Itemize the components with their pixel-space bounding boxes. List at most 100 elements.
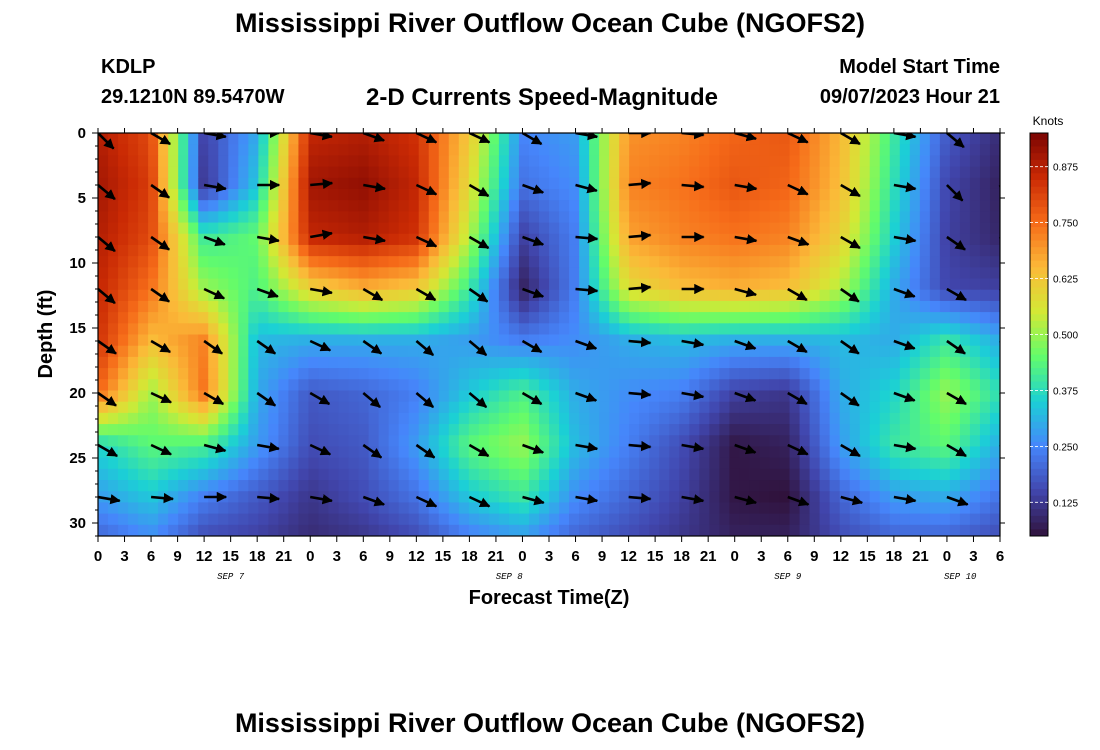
heatmap-cell xyxy=(438,166,450,179)
colorbar-segment xyxy=(1030,401,1048,409)
heatmap-cell xyxy=(168,133,179,145)
heatmap-cell xyxy=(609,312,620,324)
heatmap-cell xyxy=(308,401,320,414)
x-tick-label: 21 xyxy=(275,548,292,565)
heatmap-cell xyxy=(829,502,841,515)
heatmap-cell xyxy=(989,222,1000,235)
heatmap-cell xyxy=(368,334,380,347)
heatmap-cell xyxy=(759,188,771,201)
heatmap-cell xyxy=(468,166,480,179)
heatmap-cell xyxy=(929,289,941,302)
heatmap-cell xyxy=(98,222,109,235)
heatmap-cell xyxy=(488,267,500,280)
heatmap-cell xyxy=(599,267,610,280)
heatmap-cell xyxy=(659,334,670,347)
heatmap-cell xyxy=(468,267,480,280)
current-vector xyxy=(362,287,384,302)
heatmap-cell xyxy=(248,312,259,324)
heatmap-cell xyxy=(629,267,640,280)
heatmap-cell xyxy=(358,502,370,515)
heatmap-cell xyxy=(268,412,279,425)
heatmap-cell xyxy=(849,200,861,212)
heatmap-cell xyxy=(338,233,350,246)
heatmap-cell xyxy=(799,300,811,313)
colorbar-segment xyxy=(1030,368,1048,376)
heatmap-cell xyxy=(669,424,680,436)
heatmap-cell xyxy=(258,200,269,212)
heatmap-cell xyxy=(288,222,300,235)
heatmap-cell xyxy=(438,233,450,246)
heatmap-cell xyxy=(358,200,370,212)
heatmap-cell xyxy=(338,200,350,212)
heatmap-cell xyxy=(208,368,219,380)
heatmap-cell xyxy=(108,323,119,336)
heatmap-cell xyxy=(518,155,530,168)
heatmap-cell xyxy=(168,412,179,425)
heatmap-cell xyxy=(98,155,109,168)
heatmap-cell xyxy=(128,256,139,268)
heatmap-cell xyxy=(979,267,991,280)
heatmap-cell xyxy=(759,244,771,257)
heatmap-cell xyxy=(689,211,700,224)
heatmap-cell xyxy=(478,424,490,436)
heatmap-cell xyxy=(809,300,821,313)
heatmap-cell xyxy=(448,401,460,414)
heatmap-cell xyxy=(508,256,520,268)
heatmap-cell xyxy=(639,312,650,324)
heatmap-cell xyxy=(779,222,791,235)
heatmap-cell xyxy=(408,491,420,504)
heatmap-cell xyxy=(979,334,991,347)
heatmap-cell xyxy=(929,323,941,336)
heatmap-cell xyxy=(759,144,771,156)
heatmap-cell xyxy=(288,513,300,526)
heatmap-cell xyxy=(488,446,500,459)
heatmap-cell xyxy=(979,412,991,425)
heatmap-cell xyxy=(959,379,971,392)
heatmap-cell xyxy=(448,177,460,190)
heatmap-cell xyxy=(498,524,510,536)
heatmap-cell xyxy=(378,323,390,336)
heatmap-cell xyxy=(378,289,390,302)
heatmap-cell xyxy=(178,244,189,257)
heatmap-cell xyxy=(919,502,931,515)
heatmap-cell xyxy=(809,244,821,257)
heatmap-cell xyxy=(248,144,259,156)
heatmap-cell xyxy=(388,457,400,470)
current-vector xyxy=(522,183,545,195)
current-vector xyxy=(575,391,598,403)
heatmap-cell xyxy=(809,468,821,481)
heatmap-cell xyxy=(889,244,901,257)
heatmap-cell xyxy=(569,513,580,526)
current-vector xyxy=(628,336,652,348)
heatmap-cell xyxy=(579,166,590,179)
heatmap-cell xyxy=(188,457,199,470)
heatmap-cell xyxy=(408,468,420,481)
heatmap-cell xyxy=(899,267,911,280)
heatmap-cell xyxy=(368,368,380,380)
heatmap-cell xyxy=(388,412,400,425)
heatmap-cell xyxy=(859,166,871,179)
heatmap-cell xyxy=(769,491,781,504)
heatmap-cell xyxy=(839,222,851,235)
heatmap-cell xyxy=(528,312,540,324)
heatmap-cell xyxy=(849,144,861,156)
heatmap-cell xyxy=(338,300,350,313)
heatmap-cell xyxy=(859,379,871,392)
heatmap-cell xyxy=(889,278,901,291)
heatmap-cell xyxy=(869,345,881,358)
colorbar-segment xyxy=(1030,300,1048,309)
heatmap-cell xyxy=(729,256,741,268)
heatmap-cell xyxy=(508,244,520,257)
heatmap-cell xyxy=(599,491,610,504)
model-start-label: Model Start Time xyxy=(839,56,1000,78)
heatmap-cell xyxy=(949,424,961,436)
heatmap-cell xyxy=(979,480,991,492)
heatmap-cell xyxy=(779,155,791,168)
colorbar-segment xyxy=(1030,509,1048,517)
heatmap-cell xyxy=(769,200,781,212)
heatmap-cell xyxy=(979,188,991,201)
heatmap-cell xyxy=(799,424,811,436)
heatmap-cell xyxy=(919,390,931,403)
heatmap-cell xyxy=(869,424,881,436)
heatmap-cell xyxy=(138,133,149,145)
